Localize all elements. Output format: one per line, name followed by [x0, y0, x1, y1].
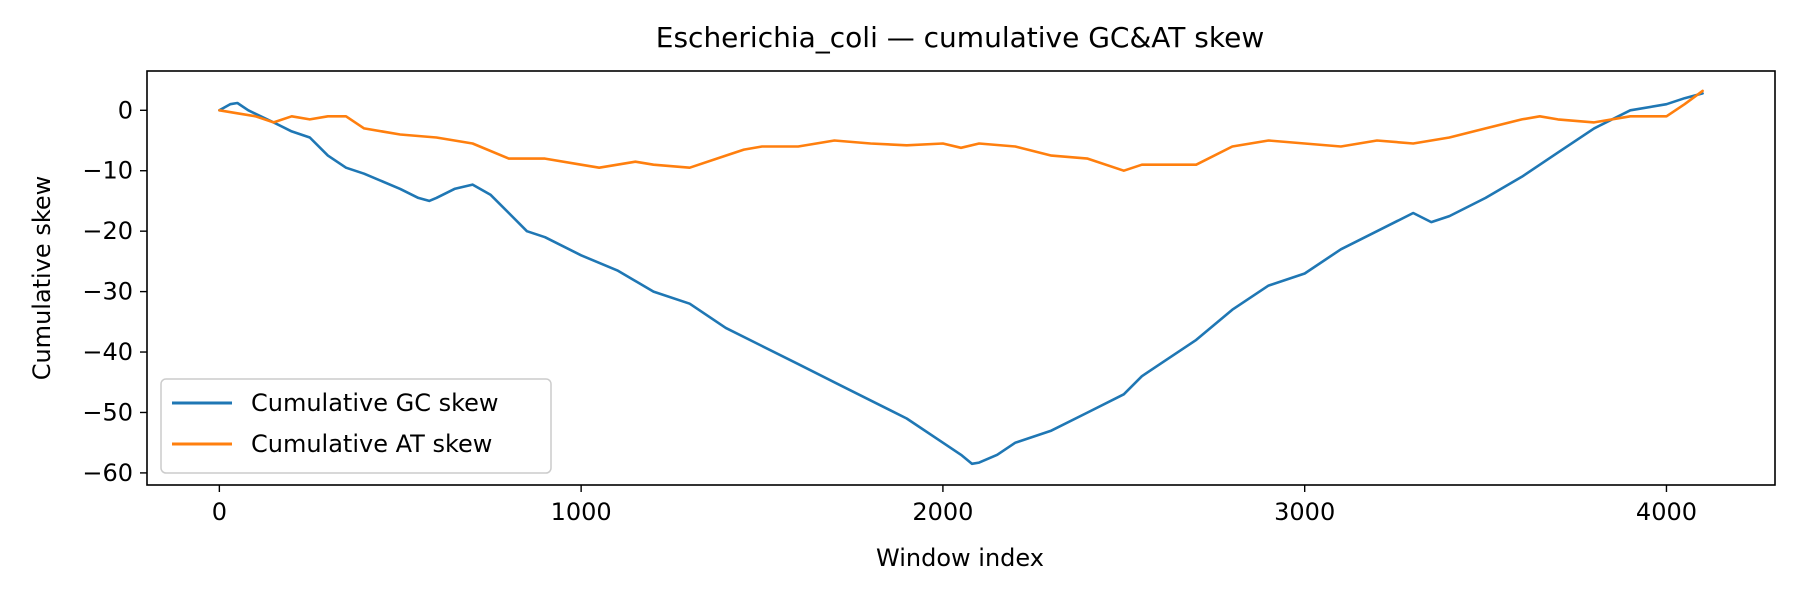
y-tick-label: 0 [118, 96, 133, 124]
y-tick-label: −30 [82, 278, 133, 306]
y-axis-label: Cumulative skew [28, 176, 56, 381]
series-line-0 [218, 92, 1704, 466]
x-tick-label: 4000 [1636, 498, 1697, 526]
y-tick-label: −40 [82, 338, 133, 366]
x-axis-ticks: 0 1000 2000 3000 4000 [212, 485, 1697, 526]
y-tick-label: −20 [82, 217, 133, 245]
x-tick-label: 3000 [1274, 498, 1335, 526]
plot-frame [146, 70, 1776, 486]
chart-title: Escherichia_coli — cumulative GC&AT skew [656, 21, 1264, 54]
legend-label-at: Cumulative AT skew [251, 430, 492, 458]
series-layer [218, 89, 1704, 466]
legend-label-gc: Cumulative GC skew [251, 389, 499, 417]
y-tick-label: −10 [82, 157, 133, 185]
x-tick-label: 0 [212, 498, 227, 526]
y-tick-label: −60 [82, 459, 133, 487]
y-axis-ticks: 0 −10 −20 −30 −40 −50 −60 [82, 96, 147, 487]
x-tick-label: 1000 [551, 498, 612, 526]
y-tick-label: −50 [82, 398, 133, 426]
x-axis-label: Window index [876, 544, 1044, 572]
series-line-1 [218, 89, 1704, 172]
x-tick-label: 2000 [912, 498, 973, 526]
legend: Cumulative GC skew Cumulative AT skew [160, 378, 552, 474]
legend-box [160, 378, 552, 474]
